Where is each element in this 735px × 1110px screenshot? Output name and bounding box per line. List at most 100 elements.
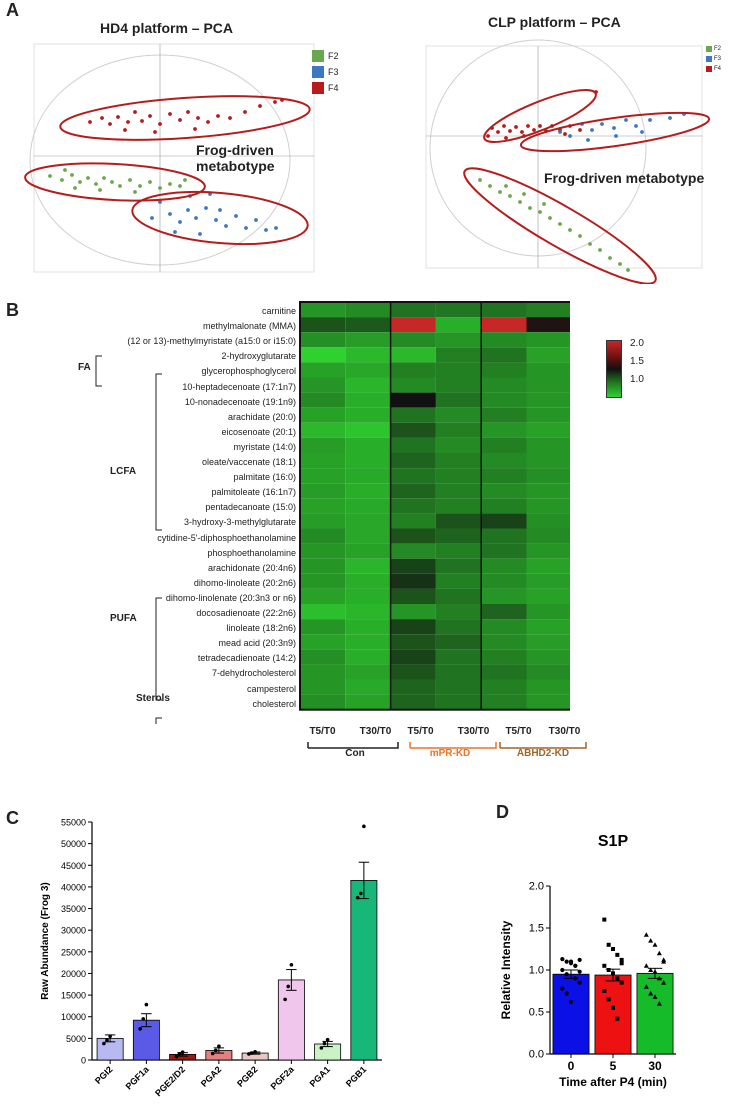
condition-label-mpr-kd: mPR-KD — [429, 748, 471, 759]
heatmap-cell — [526, 634, 570, 650]
heatmap-cell — [390, 528, 436, 544]
pca-legend: F2 F3 F4 — [312, 48, 352, 96]
heatmap-cell — [435, 377, 482, 393]
x-tick-label: PGA1 — [308, 1064, 332, 1088]
y-tick-label: 1.0 — [529, 965, 544, 977]
heatmap-cell — [481, 377, 527, 393]
data-point — [577, 957, 582, 963]
data-point — [606, 968, 611, 972]
heatmap-cell — [345, 664, 391, 680]
heatmap-cell — [526, 407, 570, 423]
heatmap-cell — [300, 422, 346, 438]
heatmap-cell — [300, 513, 346, 529]
heatmap-cell — [435, 558, 482, 574]
condition-brackets — [307, 742, 587, 749]
legend-swatch — [312, 66, 324, 78]
heatmap-cell — [300, 649, 346, 665]
heatmap-cell — [345, 558, 391, 574]
heatmap-cell — [435, 543, 482, 559]
pca-hd4-annotation: Frog-driven metabotype — [196, 142, 275, 174]
heatmap-cell — [390, 407, 436, 423]
col-label: T30/T0 — [457, 726, 490, 737]
heatmap-cell — [481, 679, 527, 695]
data-point — [619, 980, 624, 985]
heatmap-cell — [345, 437, 391, 453]
heatmap-cell — [345, 317, 391, 333]
heatmap-cell — [345, 362, 391, 378]
heatmap-cell — [345, 422, 391, 438]
y-tick-label: 55000 — [61, 818, 86, 828]
heatmap-cell — [435, 347, 482, 363]
condition-label-abhd2-kd: ABHD2-KD — [516, 748, 570, 759]
legend-swatch — [706, 66, 712, 72]
heatmap-cell — [300, 543, 346, 559]
legend-swatch — [312, 50, 324, 62]
bar — [636, 972, 674, 1055]
heatmap-cell — [526, 302, 570, 318]
pca-clp-panel: CLP platform – PCA — [420, 14, 720, 284]
heatmap-cell — [435, 392, 482, 408]
bar — [350, 880, 378, 1061]
heatmap-cell — [390, 543, 436, 559]
heatmap-cell — [481, 362, 527, 378]
data-point — [138, 1027, 142, 1031]
y-tick-label: 0 — [81, 1056, 86, 1066]
heatmap-cell — [300, 679, 346, 695]
data-point — [656, 950, 662, 956]
pca-hd4-ellipses — [24, 95, 311, 246]
heatmap-cell — [481, 588, 527, 604]
y-tick-label: 30000 — [61, 926, 86, 936]
heatmap-cell — [435, 317, 482, 333]
heatmap-cell — [526, 558, 570, 574]
data-point — [602, 917, 607, 922]
heatmap-cell — [526, 604, 570, 620]
heatmap-cell — [481, 694, 527, 710]
heatmap-row-label: cholesterol — [252, 698, 296, 709]
pca-clp-legend: F2 F3 F4 — [706, 44, 732, 74]
x-tick-label: 0 — [568, 1059, 575, 1073]
heatmap-cell — [435, 498, 482, 514]
pca-clp-title: CLP platform – PCA — [488, 14, 621, 30]
heatmap-cell — [300, 483, 346, 499]
legend-label: F3 — [328, 67, 339, 77]
heatmap-cell — [300, 664, 346, 680]
heatmap-cell — [300, 573, 346, 589]
heatmap-row-label: methylmalonate (MMA) — [202, 321, 296, 332]
heatmap-cell — [300, 468, 346, 484]
x-tick-label: PGB1 — [344, 1064, 368, 1088]
legend-label: F4 — [328, 83, 339, 93]
data-point — [253, 1049, 257, 1054]
legend-item-f3: F3 — [312, 64, 352, 80]
pca-hd4-f3-points — [150, 192, 278, 236]
heatmap-cell — [345, 528, 391, 544]
heatmap-cell — [481, 483, 527, 499]
heatmap-cell — [390, 588, 436, 604]
data-point — [615, 976, 620, 981]
y-tick-label: 0.5 — [529, 1007, 544, 1019]
y-tick-label: 0.0 — [529, 1049, 544, 1061]
col-label: T30/T0 — [359, 726, 392, 737]
heatmap-cell — [390, 694, 436, 710]
heatmap-cell — [526, 679, 570, 695]
heatmap-cell — [390, 468, 436, 484]
heatmap-cell — [435, 302, 482, 318]
heatmap-column-labels: T5/T0 T30/T0 T5/T0 T30/T0 T5/T0 T30/T0 C… — [300, 726, 587, 786]
x-tick-label: PGA2 — [199, 1064, 223, 1088]
heatmap-row-label: pentadecanoate (15:0) — [205, 502, 296, 513]
heatmap-cell — [435, 422, 482, 438]
heatmap-cell — [390, 634, 436, 650]
heatmap-cell — [481, 573, 527, 589]
pca-hd4-plot — [24, 43, 315, 273]
data-point — [652, 994, 658, 999]
scale-gradient — [606, 340, 622, 398]
condition-label-con: Con — [345, 748, 365, 759]
heatmap-cell — [481, 558, 527, 574]
heatmap-grid — [299, 301, 570, 711]
heatmap-cell — [300, 604, 346, 620]
heatmap-cell — [435, 362, 482, 378]
y-tick-label: 35000 — [61, 904, 86, 914]
heatmap-cell — [481, 543, 527, 559]
heatmap-cell — [481, 649, 527, 665]
data-point — [643, 932, 649, 937]
data-point — [289, 963, 294, 967]
